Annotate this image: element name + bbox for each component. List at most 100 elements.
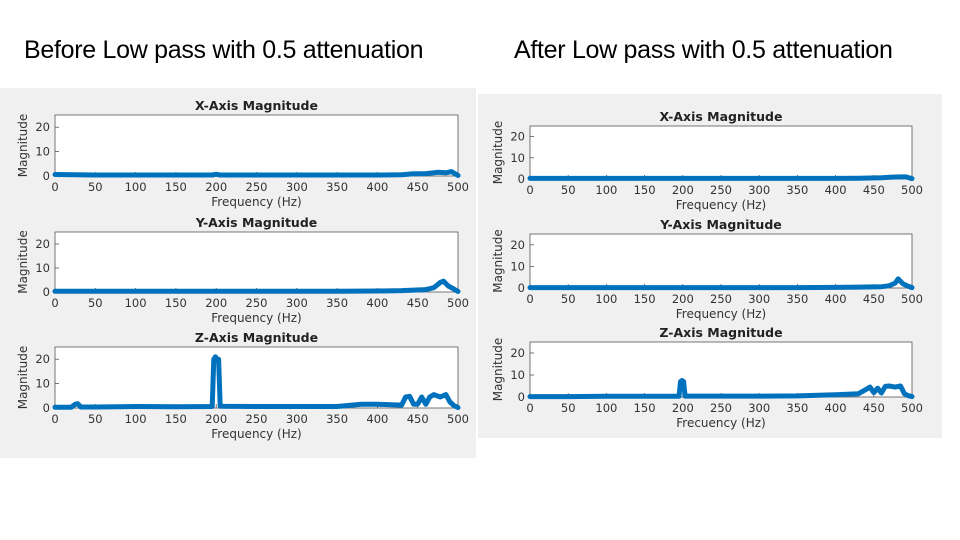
x-tick-label: 50 xyxy=(88,412,103,426)
series-line xyxy=(52,278,461,294)
x-tick-label: 300 xyxy=(748,292,770,306)
axes-title: Y-Axis Magnitude xyxy=(659,217,782,232)
x-axis-label: Frecuency (Hz) xyxy=(676,416,765,430)
x-tick-label: 450 xyxy=(407,296,429,310)
x-tick-label: 50 xyxy=(561,292,576,306)
y-axis-label: Magnitude xyxy=(16,114,30,178)
x-tick-label: 0 xyxy=(51,180,58,194)
x-tick-label: 450 xyxy=(863,292,885,306)
x-tick-label: 300 xyxy=(286,296,308,310)
before-y-axis-magnitudechart: 0 50 100 150 200 250 300 350 400 450 500 0 10 20 Y-Axi… xyxy=(16,215,469,325)
y-tick-label: 20 xyxy=(35,237,50,251)
x-tick-label: 150 xyxy=(634,401,656,415)
x-axis-label: Frequency (Hz) xyxy=(676,307,767,321)
x-tick-label: 0 xyxy=(51,412,58,426)
y-axis-label: Magnitude xyxy=(491,338,505,402)
series-line xyxy=(52,354,461,410)
series-line xyxy=(527,378,915,400)
series-line xyxy=(527,276,915,291)
x-axis-label: Frequency (Hz) xyxy=(211,311,302,325)
x-tick-label: 450 xyxy=(863,183,885,197)
x-tick-label: 450 xyxy=(407,412,429,426)
plot-area xyxy=(54,346,459,409)
plot-area xyxy=(54,231,459,293)
x-tick-label: 0 xyxy=(526,401,533,415)
series-line xyxy=(52,169,461,178)
x-axis-label: Frequency (Hz) xyxy=(211,427,302,441)
x-tick-label: 150 xyxy=(165,180,187,194)
series-line xyxy=(527,174,915,182)
x-tick-label: 100 xyxy=(595,292,617,306)
x-tick-label: 300 xyxy=(286,412,308,426)
x-tick-label: 400 xyxy=(825,292,847,306)
x-tick-label: 450 xyxy=(863,401,885,415)
x-tick-label: 500 xyxy=(447,412,469,426)
x-tick-label: 0 xyxy=(526,292,533,306)
y-tick-label: 10 xyxy=(35,261,50,275)
axes-title: Y-Axis Magnitude xyxy=(195,215,318,230)
after-x-axis-magnitudechart: 0 50 100 150 200 250 300 350 400 450 500 0 10 20 X-Axi… xyxy=(491,109,923,212)
x-tick-label: 0 xyxy=(51,296,58,310)
x-tick-label: 0 xyxy=(526,183,533,197)
y-tick-label: 20 xyxy=(510,130,525,144)
x-tick-label: 400 xyxy=(366,180,388,194)
y-tick-label: 20 xyxy=(35,120,50,134)
x-tick-label: 200 xyxy=(672,401,694,415)
y-tick-label: 0 xyxy=(43,169,50,183)
x-tick-label: 250 xyxy=(246,180,268,194)
x-tick-label: 350 xyxy=(786,401,808,415)
x-tick-label: 400 xyxy=(366,412,388,426)
y-tick-label: 0 xyxy=(518,390,525,404)
plot-area xyxy=(54,114,459,177)
x-tick-label: 200 xyxy=(205,412,227,426)
slide-title-after: After Low pass with 0.5 attenuation xyxy=(514,36,893,64)
y-axis-label: Magnitude xyxy=(16,346,30,410)
plot-area xyxy=(529,233,913,289)
x-tick-label: 350 xyxy=(326,180,348,194)
axes-title: X-Axis Magnitude xyxy=(660,109,783,124)
y-axis-label: Magnitude xyxy=(16,230,30,294)
plot-area xyxy=(529,341,913,398)
x-tick-label: 150 xyxy=(634,292,656,306)
x-tick-label: 200 xyxy=(205,180,227,194)
y-tick-label: 10 xyxy=(35,145,50,159)
y-tick-label: 20 xyxy=(510,238,525,252)
x-tick-label: 250 xyxy=(710,183,732,197)
axes-title: Z-Axis Magnitude xyxy=(195,330,318,345)
x-tick-label: 250 xyxy=(246,412,268,426)
y-tick-label: 0 xyxy=(43,401,50,415)
y-tick-label: 20 xyxy=(510,346,525,360)
x-tick-label: 150 xyxy=(165,412,187,426)
x-tick-label: 50 xyxy=(561,183,576,197)
y-tick-label: 10 xyxy=(35,377,50,391)
x-tick-label: 400 xyxy=(366,296,388,310)
before-z-axis-magnitudechart: 0 50 100 150 200 250 300 350 400 450 500 0 10 20 Z-Axi… xyxy=(16,330,469,441)
x-tick-label: 500 xyxy=(901,183,923,197)
x-tick-label: 50 xyxy=(561,401,576,415)
x-tick-label: 350 xyxy=(786,183,808,197)
y-axis-label: Magnitude xyxy=(491,229,505,293)
x-tick-label: 100 xyxy=(125,180,147,194)
x-tick-label: 500 xyxy=(447,180,469,194)
x-tick-label: 100 xyxy=(595,401,617,415)
x-tick-label: 150 xyxy=(634,183,656,197)
x-tick-label: 100 xyxy=(595,183,617,197)
x-tick-label: 400 xyxy=(825,401,847,415)
y-tick-label: 20 xyxy=(35,352,50,366)
y-tick-label: 10 xyxy=(510,151,525,165)
x-tick-label: 50 xyxy=(88,296,103,310)
x-tick-label: 250 xyxy=(710,292,732,306)
x-tick-label: 100 xyxy=(125,412,147,426)
x-tick-label: 250 xyxy=(246,296,268,310)
x-axis-label: Frequency (Hz) xyxy=(211,195,302,209)
x-tick-label: 150 xyxy=(165,296,187,310)
x-tick-label: 350 xyxy=(326,296,348,310)
figure-before: 0 50 100 150 200 250 300 350 400 450 500 0 10 20 X-Axi… xyxy=(0,88,476,458)
slide-title-before: Before Low pass with 0.5 attenuation xyxy=(24,36,424,64)
x-axis-label: Frequency (Hz) xyxy=(676,198,767,212)
x-tick-label: 500 xyxy=(447,296,469,310)
y-axis-label: Magnitude xyxy=(491,121,505,185)
figure-before-svg: 0 50 100 150 200 250 300 350 400 450 50001020X-Axi… xyxy=(16,98,469,441)
x-tick-label: 50 xyxy=(88,180,103,194)
after-y-axis-magnitudechart: 0 50 100 150 200 250 300 350 400 450 500 0 10 20 Y-Axi… xyxy=(491,217,923,321)
